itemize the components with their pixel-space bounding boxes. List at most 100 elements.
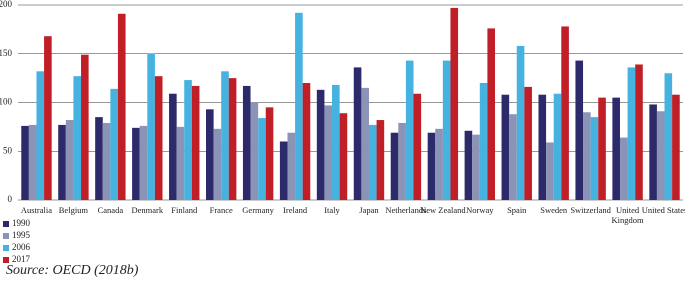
bar (390, 132, 399, 200)
bar (102, 122, 111, 200)
x-tick-label: Japan (359, 205, 379, 215)
bar (250, 102, 259, 200)
bar (132, 127, 140, 200)
bar (672, 94, 680, 200)
bar (221, 71, 229, 200)
x-tick-label: Switzerland (570, 205, 611, 215)
bar (324, 105, 333, 200)
bar (279, 141, 288, 200)
bar (169, 93, 177, 200)
bar (73, 76, 82, 200)
bar (612, 97, 620, 200)
bar (546, 142, 554, 200)
y-tick-label: 150 (0, 48, 13, 58)
y-tick-label: 50 (3, 145, 13, 155)
bar (117, 13, 126, 201)
bar (509, 114, 517, 200)
bar (575, 60, 584, 201)
bar (413, 93, 422, 200)
x-tick-label: Finland (171, 205, 198, 215)
bar (44, 36, 52, 201)
bar (450, 7, 459, 200)
x-tick-label: France (209, 205, 233, 215)
bar (427, 132, 436, 200)
bar (524, 86, 532, 200)
bar (590, 117, 599, 200)
bar (205, 109, 214, 200)
bar (376, 120, 385, 200)
source-note: Source: OECD (2018b) (6, 263, 139, 278)
x-tick-label: Australia (20, 205, 53, 215)
x-tick-label: United Kingdom (611, 205, 644, 225)
x-tick-label: New Zealand (420, 205, 466, 215)
bar (561, 26, 569, 201)
bar (95, 117, 103, 200)
bar (635, 64, 643, 200)
bar (664, 73, 673, 200)
bar (147, 53, 155, 200)
bar (353, 67, 362, 201)
bar (487, 28, 496, 201)
bar (28, 124, 37, 200)
bar (442, 60, 451, 201)
bar (339, 113, 348, 200)
x-tick-label: Italy (324, 205, 340, 215)
x-tick-label: Germany (242, 205, 274, 215)
bar (598, 97, 606, 200)
bar (176, 126, 185, 200)
bar (302, 83, 311, 200)
bar (154, 76, 163, 200)
bar (479, 83, 488, 200)
bar (405, 60, 414, 201)
bar (184, 80, 192, 200)
x-tick-label: Ireland (283, 205, 308, 215)
bar (332, 84, 340, 200)
bar (464, 130, 473, 200)
bar (110, 88, 118, 200)
x-tick-label: Canada (97, 205, 124, 215)
bar (258, 118, 266, 200)
bar (228, 78, 237, 200)
bar (36, 71, 45, 200)
bar (516, 45, 525, 201)
bar (191, 85, 200, 200)
bar (287, 132, 296, 200)
y-tick-label: 200 (0, 0, 13, 9)
bar (361, 87, 369, 200)
x-tick-label: Belgium (58, 205, 89, 215)
bar (649, 104, 657, 200)
bar (58, 124, 66, 200)
legend-swatch (3, 233, 9, 239)
x-tick-label: Denmark (131, 205, 164, 215)
bar (21, 125, 29, 200)
legend-swatch (3, 245, 9, 251)
bar (656, 111, 665, 200)
x-tick-label: Spain (507, 205, 527, 215)
bar (619, 137, 628, 200)
x-tick-label: United States (641, 205, 685, 215)
bar (553, 93, 562, 200)
x-tick-label: Norway (466, 205, 494, 215)
bar (65, 120, 74, 200)
legend-label: 1990 (12, 218, 31, 228)
bar (295, 12, 303, 200)
bar (472, 134, 480, 200)
bar (583, 112, 591, 200)
bar (213, 128, 222, 200)
legend-label: 2006 (12, 242, 31, 252)
x-tick-label: Sweden (540, 205, 568, 215)
bar (139, 125, 148, 200)
bar (81, 54, 89, 200)
bar (368, 124, 377, 200)
bar (538, 94, 547, 200)
x-tick-label: Netherlands (385, 205, 427, 215)
legend-label: 2017 (12, 254, 31, 264)
legend-swatch (3, 221, 9, 227)
bar (627, 67, 636, 201)
y-tick-label: 100 (0, 97, 13, 107)
y-tick-label: 0 (8, 194, 13, 204)
bar (316, 89, 325, 200)
bar (501, 94, 510, 200)
